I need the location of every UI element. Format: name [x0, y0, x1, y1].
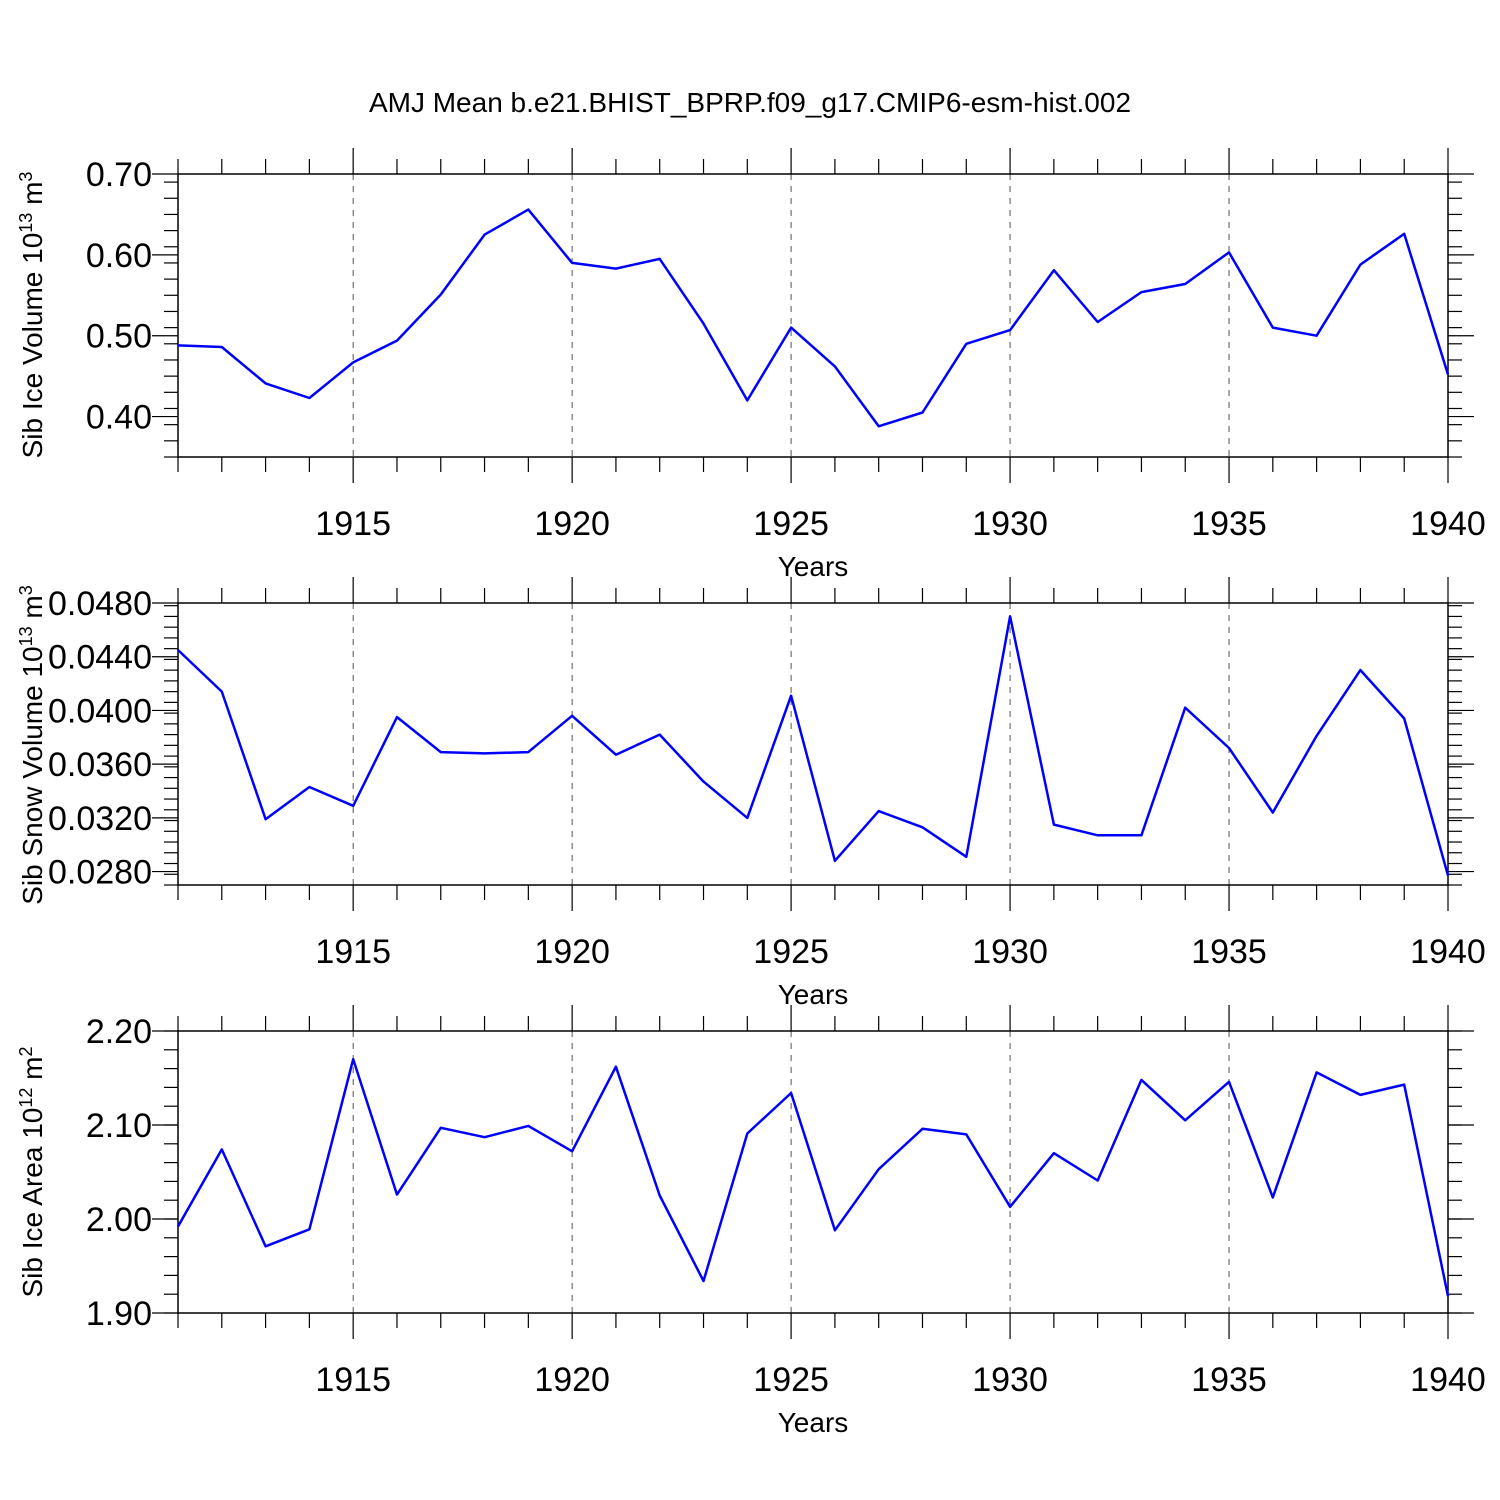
- chart2-x-axis-label: Years: [778, 979, 849, 1010]
- chart1-xtick-label-1915: 1915: [315, 505, 391, 543]
- chart3-xtick-label-1930: 1930: [972, 1361, 1048, 1399]
- chart3-xtick-label-1940: 1940: [1410, 1361, 1486, 1399]
- chart1-ytick-label-0: 0.40: [86, 399, 152, 437]
- chart1-series-line-0: [177, 208, 1450, 428]
- chart2-ytick-label-0: 0.0280: [48, 854, 152, 892]
- chart2-xtick-label-1935: 1935: [1191, 933, 1267, 971]
- chart3-xtick-label-1925: 1925: [753, 1361, 829, 1399]
- chart1-xtick-label-1930: 1930: [972, 505, 1048, 543]
- chart1-ytick-label-3: 0.70: [86, 156, 152, 194]
- chart2-ytick-label-1: 0.0320: [48, 800, 152, 838]
- chart3-xtick-label-1920: 1920: [534, 1361, 610, 1399]
- chart1-ytick-label-1: 0.50: [86, 318, 152, 356]
- chart2-xtick-label-1940: 1940: [1410, 933, 1486, 971]
- chart2-ytick-label-5: 0.0480: [48, 585, 152, 623]
- chart3-xtick-label-1915: 1915: [315, 1361, 391, 1399]
- chart3-ytick-label-0: 1.90: [86, 1295, 152, 1333]
- chart2-xtick-label-1930: 1930: [972, 933, 1048, 971]
- chart3-ytick-label-2: 2.10: [86, 1107, 152, 1145]
- chart1-xtick-label-1920: 1920: [534, 505, 610, 543]
- chart3-xtick-label-1935: 1935: [1191, 1361, 1267, 1399]
- chart3-ytick-label-3: 2.20: [86, 1013, 152, 1051]
- chart2-xtick-label-1915: 1915: [315, 933, 391, 971]
- chart2-ytick-label-2: 0.0360: [48, 746, 152, 784]
- chart2-plot-frame: [177, 602, 1449, 886]
- chart1-xtick-label-1940: 1940: [1410, 505, 1486, 543]
- chart1-ytick-label-2: 0.60: [86, 237, 152, 275]
- chart3-x-axis-label: Years: [778, 1407, 849, 1438]
- chart1-x-axis-label: Years: [778, 551, 849, 582]
- chart2-xtick-label-1925: 1925: [753, 933, 829, 971]
- chart3-series-line-0: [176, 1057, 1450, 1297]
- chart2-ytick-label-4: 0.0440: [48, 639, 152, 677]
- chart1-plot-frame: [177, 173, 1449, 458]
- chart1-xtick-label-1925: 1925: [753, 505, 829, 543]
- chart2-y-axis-label: Sib Snow Volume 1013 m3: [16, 585, 48, 905]
- chart1-xtick-label-1935: 1935: [1191, 505, 1267, 543]
- chart2-series-line-0: [177, 615, 1450, 876]
- chart1-y-axis-label: Sib Ice Volume 1013 m3: [16, 172, 48, 459]
- chart3-plot-frame: [177, 1030, 1449, 1314]
- chart2-xtick-label-1920: 1920: [534, 933, 610, 971]
- chart3-ytick-label-1: 2.00: [86, 1201, 152, 1239]
- chart3-y-axis-label: Sib Ice Area 1012 m2: [16, 1046, 48, 1297]
- chart-title: AMJ Mean b.e21.BHIST_BPRP.f09_g17.CMIP6-…: [369, 87, 1131, 118]
- chart2-ytick-label-3: 0.0400: [48, 692, 152, 730]
